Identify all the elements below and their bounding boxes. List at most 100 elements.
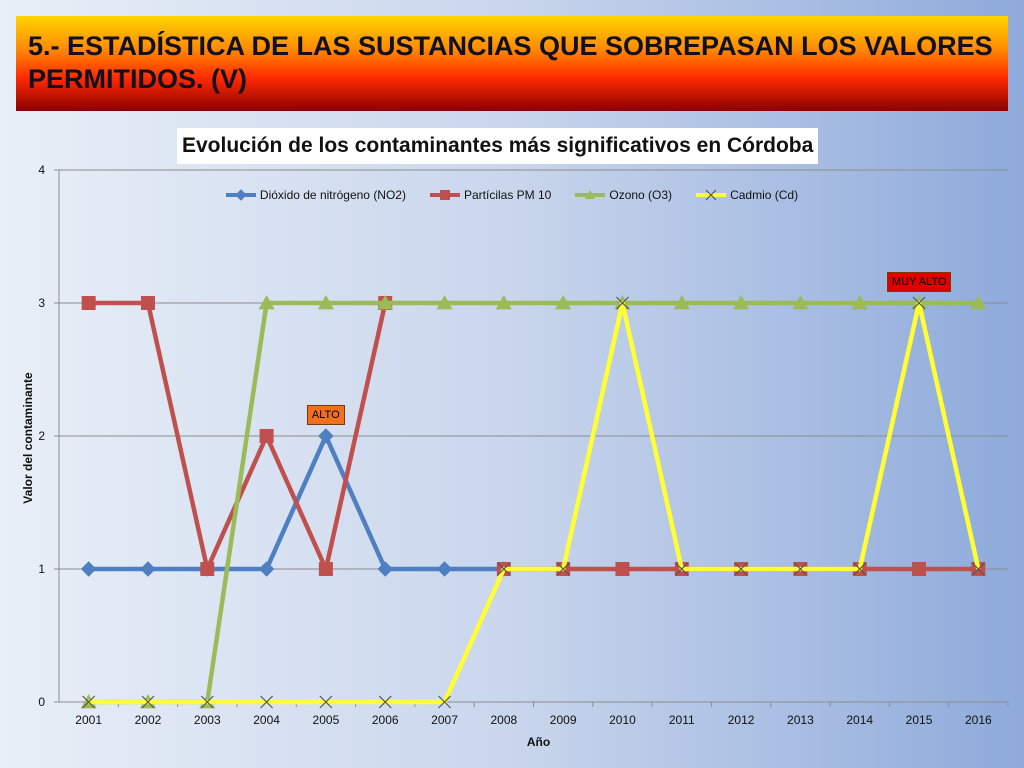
x-tick-label: 2015 [906, 713, 933, 727]
x-tick-label: 2007 [431, 713, 458, 727]
marker-x [556, 562, 570, 576]
series-line [88, 300, 981, 705]
series-2 [80, 295, 987, 709]
legend-swatch [429, 190, 460, 200]
legend-item: Dióxido de nitrógeno (NO2) [225, 188, 406, 202]
y-tick-label: 2 [38, 429, 45, 443]
marker-square [615, 562, 630, 576]
marker-square [439, 190, 450, 200]
marker-diamond [377, 561, 393, 577]
marker-triangle [585, 190, 596, 199]
y-tick-label: 3 [38, 296, 45, 310]
y-tick-label: 0 [38, 695, 45, 709]
grid [54, 169, 1008, 703]
x-tick-label: 2003 [194, 713, 221, 727]
marker-triangle [792, 295, 809, 310]
marker-x-stroke [319, 695, 333, 709]
legend-label: Ozono (O3) [609, 188, 673, 202]
x-tick-label: 2004 [253, 713, 280, 727]
marker-diamond [318, 428, 334, 444]
marker-square [259, 429, 274, 443]
marker-triangle [317, 295, 334, 310]
marker-x-stroke [556, 562, 570, 576]
marker-x-stroke [705, 189, 717, 201]
x-tick-label: 2010 [609, 713, 636, 727]
marker-square [140, 296, 155, 310]
x-tick-label: 2016 [965, 713, 992, 727]
x-tick-label: 2002 [135, 713, 162, 727]
x-tick-label: 2008 [490, 713, 517, 727]
marker-x [912, 296, 926, 310]
marker-x-stroke [260, 695, 274, 709]
marker-x [705, 189, 717, 201]
marker-x [82, 695, 96, 709]
marker-x [793, 562, 807, 576]
marker-triangle [673, 295, 690, 310]
marker-x [378, 695, 392, 709]
marker-x [497, 562, 511, 576]
legend-item: Partícilas PM 10 [429, 188, 552, 202]
marker-x-stroke [616, 296, 629, 310]
marker-square [912, 562, 927, 576]
marker-triangle [377, 295, 394, 310]
marker-x-stroke [141, 695, 155, 709]
x-tick-label: 2012 [728, 713, 755, 727]
marker-x [200, 695, 214, 709]
marker-x [438, 695, 451, 709]
x-tick-label: 2014 [846, 713, 873, 727]
marker-x [319, 695, 333, 709]
marker-x [141, 695, 155, 709]
marker-x-stroke [971, 562, 985, 576]
marker-x-stroke [734, 562, 748, 576]
x-axis-title: Año [527, 735, 550, 749]
marker-x [260, 695, 274, 709]
marker-x-stroke [853, 562, 867, 576]
marker-x-stroke [82, 695, 96, 709]
marker-x [853, 562, 867, 576]
series-3 [82, 296, 985, 709]
legend-item: Ozono (O3) [575, 188, 672, 202]
marker-diamond [80, 561, 97, 577]
marker-diamond [235, 189, 247, 201]
chart-title: Evolución de los contaminantes más signi… [177, 128, 819, 164]
marker-triangle [851, 295, 868, 310]
legend-swatch [225, 189, 256, 201]
x-tick-label: 2006 [372, 713, 399, 727]
annotation-label: ALTO [306, 405, 345, 425]
marker-x-stroke [675, 562, 689, 576]
marker-x-stroke [793, 562, 807, 576]
marker-triangle [436, 295, 453, 310]
marker-x-stroke [438, 695, 451, 709]
marker-triangle [733, 295, 750, 310]
slide-title-banner: 5.- ESTADÍSTICA DE LAS SUSTANCIAS QUE SO… [16, 16, 1008, 111]
marker-x-stroke [497, 562, 511, 576]
marker-diamond [140, 561, 156, 577]
y-tick-label: 1 [38, 562, 45, 576]
x-tick-label: 2011 [669, 713, 695, 727]
slide-title: 5.- ESTADÍSTICA DE LAS SUSTANCIAS QUE SO… [28, 31, 993, 94]
chart-legend: Dióxido de nitrógeno (NO2) Partícilas PM … [0, 188, 1024, 205]
series-line [88, 300, 979, 705]
marker-square [200, 562, 215, 576]
x-tick-label: 2005 [313, 713, 340, 727]
legend-swatch [696, 189, 727, 201]
marker-triangle [970, 295, 987, 310]
y-axis-title: Valor del contaminante [21, 372, 35, 504]
marker-square [318, 562, 333, 576]
marker-triangle [555, 295, 572, 310]
marker-diamond [258, 561, 275, 577]
legend-label: Dióxido de nitrógeno (NO2) [259, 188, 406, 202]
marker-x [616, 296, 629, 310]
marker-x-stroke [378, 695, 392, 709]
legend-label: Partícilas PM 10 [463, 188, 552, 202]
annotation-label: MUY ALTO [887, 272, 952, 292]
legend-item: Cadmio (Cd) [696, 188, 798, 202]
marker-x-stroke [200, 695, 214, 709]
marker-x-stroke [912, 296, 926, 310]
marker-square [81, 296, 96, 310]
marker-x [675, 562, 689, 576]
y-tick-label: 4 [38, 163, 45, 177]
marker-triangle [495, 295, 512, 310]
x-tick-label: 2013 [787, 713, 814, 727]
